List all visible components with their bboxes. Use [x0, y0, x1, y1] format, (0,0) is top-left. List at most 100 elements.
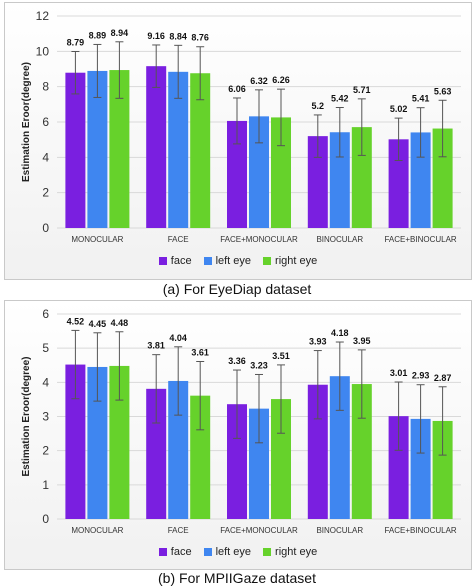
x-tick-label: FACE+BINOCULAR — [384, 235, 456, 244]
legend-label-right-eye: right eye — [275, 255, 318, 267]
bar-face — [65, 72, 86, 229]
bar-right-eye — [432, 128, 453, 228]
legend-label-left-eye: left eye — [215, 546, 252, 558]
bar-face — [146, 66, 167, 228]
y-tick-label: 4 — [42, 375, 49, 389]
data-label: 4.48 — [111, 318, 129, 328]
data-label: 3.01 — [390, 368, 408, 378]
x-tick-label: MONOCULAR — [71, 235, 123, 244]
chart-mpiigaze: 0 1 2 3 4 5 6 Estimation Eroor(degree) 4.52 4.45 4… — [21, 307, 461, 535]
y-tick-label: 6 — [42, 115, 49, 129]
data-label: 5.63 — [434, 86, 452, 96]
y-tick-label: 8 — [42, 80, 49, 94]
chart-eyediap: 0 2 4 6 8 10 12 Estimation Eroor(degree) 8.79 8.8… — [21, 9, 461, 244]
data-label: 3.81 — [147, 341, 165, 351]
data-label: 5.42 — [331, 94, 349, 104]
data-label: 8.84 — [169, 31, 187, 41]
bar-right-eye — [432, 420, 453, 519]
data-label: 2.87 — [434, 373, 452, 383]
legend-item-face: face — [158, 255, 192, 267]
data-label: 3.51 — [272, 351, 290, 361]
y-tick-label: 0 — [42, 221, 49, 235]
data-label: 3.36 — [228, 356, 246, 366]
legend-swatch-face — [158, 257, 167, 265]
x-tick-label: FACE — [168, 235, 189, 244]
bar-left-eye — [329, 376, 350, 519]
legend-item-face: face — [158, 546, 192, 558]
x-tick-label: FACE+BINOCULAR — [384, 526, 456, 535]
data-label: 4.18 — [331, 328, 349, 338]
y-tick-label: 2 — [42, 186, 49, 200]
bar-left-eye — [168, 380, 189, 519]
legend-item-left-eye: left eye — [203, 255, 252, 267]
bar-right-eye — [109, 365, 130, 519]
x-tick-label: BINOCULAR — [316, 235, 363, 244]
data-label: 2.93 — [412, 371, 430, 381]
y-tick-label: 4 — [42, 150, 49, 164]
data-label: 6.06 — [228, 84, 246, 94]
bar-face — [388, 139, 409, 228]
y-tick-label: 3 — [42, 410, 49, 424]
bar-face — [146, 388, 167, 519]
y-tick-label: 0 — [42, 512, 49, 526]
bar-face — [227, 404, 247, 519]
bar-right-eye — [190, 395, 211, 519]
legend-item-right-eye: right eye — [263, 255, 317, 267]
chart-panel-eyediap: 0 2 4 6 8 10 12 Estimation Eroor(degree) 8.79 8.8… — [4, 2, 472, 280]
bar-face — [307, 136, 328, 228]
bar-left-eye — [410, 132, 431, 228]
data-label: 6.26 — [272, 75, 290, 85]
bar-right-eye — [351, 127, 372, 228]
data-label: 4.45 — [89, 319, 107, 329]
caption-mpiigaze: (b) For MPIIGaze dataset — [158, 570, 316, 586]
bar-face — [388, 416, 409, 519]
bar-right-eye — [351, 384, 372, 519]
x-tick-label: MONOCULAR — [71, 526, 123, 535]
bar-face — [65, 364, 86, 519]
x-tick-label: FACE — [168, 526, 189, 535]
bar-left-eye — [249, 116, 269, 228]
bar-left-eye — [410, 418, 431, 519]
data-label: 6.32 — [250, 76, 268, 86]
legend-item-right-eye: right eye — [263, 546, 317, 558]
y-tick-label: 6 — [42, 307, 49, 321]
y-tick-label: 2 — [42, 444, 49, 458]
bar-left-eye — [87, 70, 108, 229]
x-tick-label: BINOCULAR — [316, 526, 363, 535]
legend-swatch-left-eye — [203, 257, 212, 265]
x-tick-label: FACE+MONOCULAR — [220, 235, 298, 244]
bar-left-eye — [87, 366, 108, 519]
y-tick-label: 1 — [42, 478, 49, 492]
legend-label-left-eye: left eye — [215, 255, 252, 267]
data-label: 3.95 — [353, 336, 371, 346]
caption-eyediap: (a) For EyeDiap dataset — [162, 281, 312, 297]
data-label: 3.61 — [191, 347, 209, 357]
data-label: 9.16 — [147, 31, 165, 41]
data-label: 8.79 — [67, 38, 85, 48]
bar-left-eye — [249, 408, 269, 519]
legend-mpiigaze: face left eye right eye — [5, 546, 471, 558]
legend-eyediap: face left eye right eye — [5, 255, 471, 267]
data-label: 4.04 — [169, 333, 187, 343]
legend-swatch-right-eye — [263, 257, 272, 265]
data-label: 8.94 — [111, 28, 129, 38]
bar-face — [227, 120, 247, 228]
legend-swatch-left-eye — [203, 548, 212, 556]
data-label: 5.2 — [312, 101, 325, 111]
bar-right-eye — [271, 117, 291, 228]
legend-swatch-face — [158, 548, 167, 556]
x-tick-label: FACE+MONOCULAR — [220, 526, 298, 535]
bar-right-eye — [190, 73, 211, 229]
y-axis-label: Estimation Eroor(degree) — [21, 62, 32, 182]
data-label: 5.71 — [353, 85, 371, 95]
bar-right-eye — [109, 70, 130, 228]
data-label: 3.93 — [309, 337, 327, 347]
legend-label-face: face — [170, 255, 192, 267]
y-tick-label: 10 — [36, 44, 50, 58]
legend-label-right-eye: right eye — [275, 546, 318, 558]
bar-face — [307, 384, 328, 519]
data-label: 3.23 — [250, 360, 268, 370]
legend-label-face: face — [170, 546, 192, 558]
data-label: 5.02 — [390, 104, 408, 114]
bar-left-eye — [329, 132, 350, 228]
